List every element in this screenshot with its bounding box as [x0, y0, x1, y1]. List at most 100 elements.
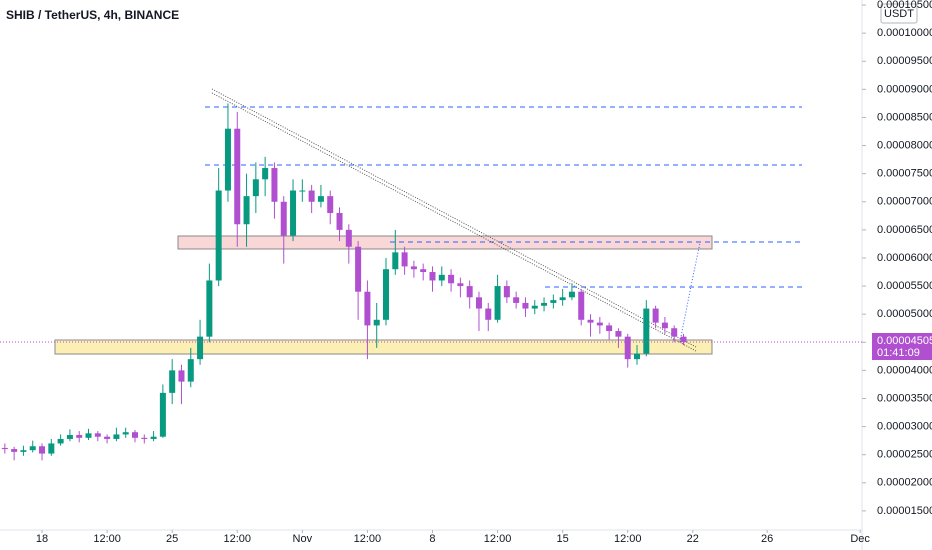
y-tick-label: 0.00003500 — [877, 392, 932, 404]
candle-body — [104, 436, 111, 439]
candle-body — [224, 128, 231, 191]
chart-title: SHIB / TetherUS, 4h, BINANCE — [6, 8, 179, 22]
x-tick-label: Nov — [293, 533, 313, 545]
currency: USDT — [884, 8, 914, 20]
y-tick-label: 0.00009500 — [877, 55, 932, 67]
candle-body — [624, 336, 631, 360]
candle-body — [215, 190, 222, 281]
x-tick-label: 15 — [557, 533, 569, 545]
y-tick-label: 0.00003000 — [877, 420, 932, 432]
candle-body — [1, 447, 8, 450]
candle-body — [401, 252, 408, 267]
support-zone — [54, 339, 713, 355]
candle-body — [634, 353, 641, 360]
candle-body — [420, 269, 427, 273]
candle-body — [234, 128, 241, 225]
candle-body — [550, 300, 557, 303]
candle-body — [122, 432, 129, 435]
candle-body — [299, 190, 306, 192]
candle-body — [494, 286, 501, 320]
candle-body — [20, 450, 27, 452]
y-tick-label: 0.00005000 — [877, 308, 932, 320]
x-tick-label: 12:00 — [223, 533, 251, 545]
candle-body — [11, 449, 18, 452]
candle-body — [262, 168, 269, 180]
candle-body — [336, 213, 343, 230]
x-tick-label: 22 — [687, 533, 699, 545]
last-price-box — [872, 332, 932, 360]
candle-body — [345, 229, 352, 247]
countdown: 01:41:09 — [877, 347, 920, 359]
y-tick-label: 0.00010000 — [877, 27, 932, 39]
candle-body — [57, 438, 64, 444]
y-tick-label: 0.00006500 — [877, 224, 932, 236]
y-tick-label: 0.00006000 — [877, 252, 932, 264]
projection — [679, 242, 701, 343]
y-tick-label: 0.00008500 — [877, 111, 932, 123]
y-tick-label: 0.00004000 — [877, 364, 932, 376]
x-tick-label: Dec — [850, 533, 870, 545]
y-tick-label: 0.00002000 — [877, 477, 932, 489]
candle-body — [541, 302, 548, 306]
y-tick-label: 0.00010500 — [877, 0, 932, 11]
candle-body — [661, 322, 668, 329]
y-tick-label: 0.00008000 — [877, 139, 932, 151]
x-tick-label: 26 — [761, 533, 773, 545]
candle-body — [429, 272, 436, 281]
candle-body — [141, 437, 148, 439]
candle-body — [410, 266, 417, 270]
x-tick-label: 25 — [166, 533, 178, 545]
candle-body — [513, 297, 520, 303]
candle-body — [85, 433, 92, 438]
candle-body — [643, 308, 650, 354]
candle-body — [271, 168, 278, 202]
candle-body — [48, 443, 55, 454]
candle-body — [317, 196, 324, 202]
candle-body — [131, 432, 138, 438]
candle-body — [485, 308, 492, 320]
candle-body — [568, 291, 575, 298]
candle-body — [280, 201, 287, 236]
y-tick-label: 0.00005500 — [877, 280, 932, 292]
candle-body — [383, 269, 390, 320]
candle-body — [355, 246, 362, 292]
candle-body — [671, 328, 678, 337]
candle-body — [243, 196, 250, 225]
x-tick-label: 12:00 — [614, 533, 642, 545]
candle-body — [290, 190, 297, 236]
currency-box[interactable] — [880, 3, 918, 24]
candle-body — [66, 435, 73, 439]
candle-body — [187, 359, 194, 382]
candle-body — [94, 433, 101, 437]
candle-body — [39, 446, 46, 454]
candle-body — [252, 179, 259, 197]
candle-body — [652, 308, 659, 323]
candle-body — [587, 319, 594, 323]
y-tick-label: 0.00007500 — [877, 168, 932, 180]
candle-body — [578, 291, 585, 320]
candle-body — [392, 252, 399, 270]
last-price-label: 0.00004505 — [877, 335, 932, 347]
candle-body — [503, 286, 510, 298]
candle-body — [559, 297, 566, 301]
candle-body — [680, 336, 687, 342]
candle-body — [531, 305, 538, 309]
candle-body — [169, 370, 176, 393]
candle-body — [475, 297, 482, 309]
candle-body — [373, 319, 380, 326]
candle-body — [615, 331, 622, 337]
x-tick-label: 12:00 — [484, 533, 512, 545]
y-tick-label: 0.00001500 — [877, 505, 932, 517]
candle-body — [113, 434, 120, 439]
candle-body — [308, 190, 315, 202]
candle-body — [466, 286, 473, 298]
candle-body — [438, 274, 445, 281]
candle-body — [364, 291, 371, 326]
x-tick-label: 12:00 — [93, 533, 121, 545]
y-tick-label: 0.00002500 — [877, 449, 932, 461]
candle-body — [76, 435, 83, 438]
candle-body — [197, 336, 204, 360]
x-tick-label: 8 — [429, 533, 435, 545]
